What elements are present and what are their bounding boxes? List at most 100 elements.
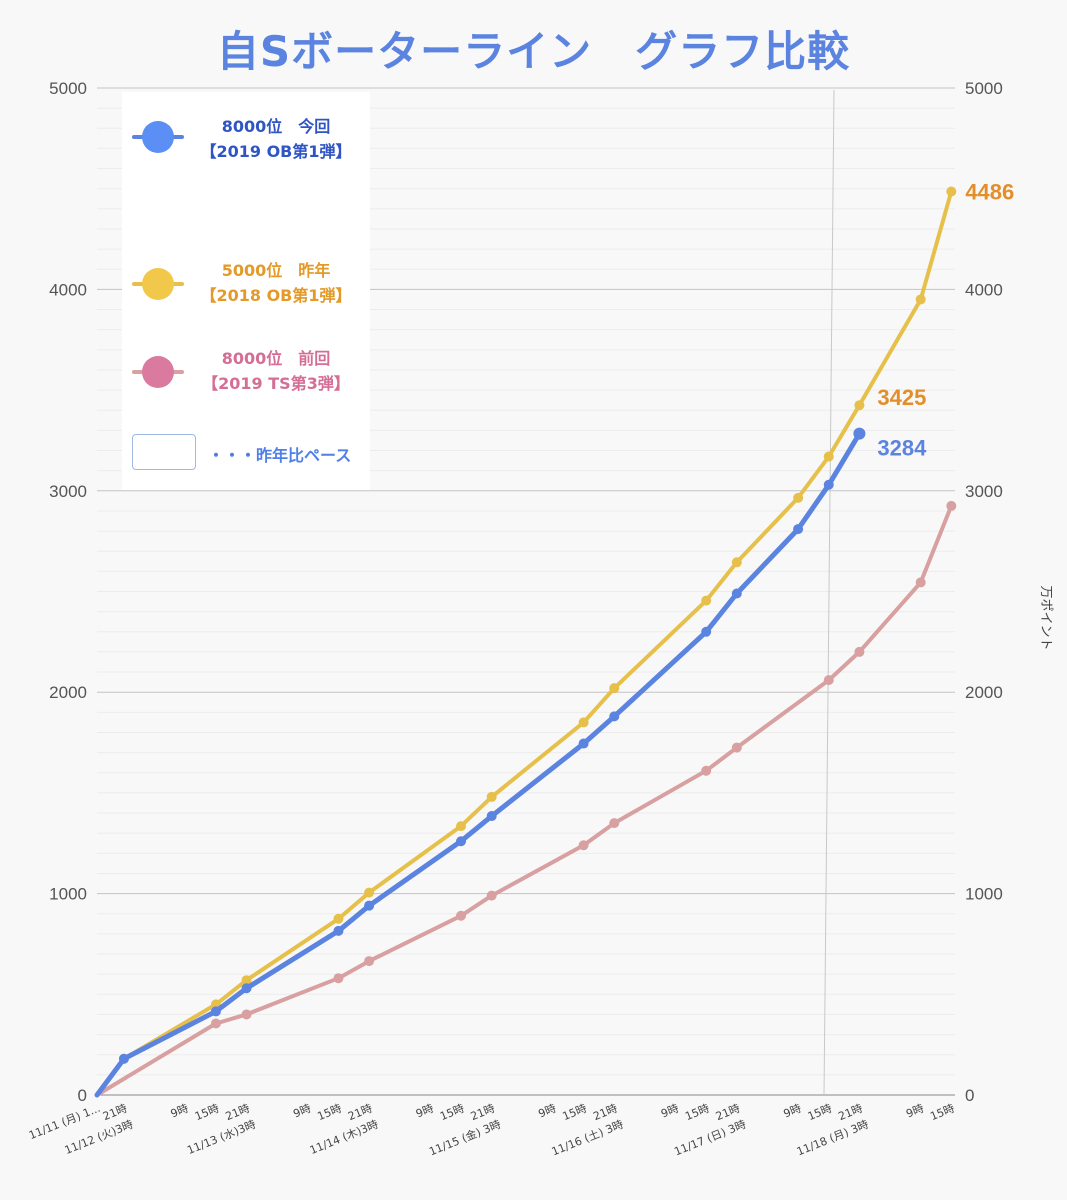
data-point-current — [609, 711, 620, 722]
legend-marker-lastyear — [132, 268, 184, 300]
legend-lastyear-line2: 【2018 OB第1弾】 — [200, 286, 352, 305]
data-point-current — [731, 588, 742, 599]
end-label-lastyear: 4486 — [965, 180, 1014, 205]
legend-marker-previous — [132, 356, 184, 388]
chart-title: 自Sボーターライン グラフ比較 — [216, 27, 851, 76]
data-point-current — [578, 738, 589, 749]
data-point-lastyear — [701, 595, 712, 606]
data-point-previous — [210, 1018, 221, 1029]
x-tick-label: 15時 — [928, 1102, 956, 1123]
data-point-previous — [823, 675, 834, 686]
x-tick-label: 15時 — [561, 1102, 589, 1123]
data-point-current — [210, 1006, 221, 1017]
current-time-marker — [823, 89, 835, 1096]
y-tick-label-left: 5000 — [49, 79, 87, 98]
data-point-current — [853, 427, 866, 440]
x-tick-label: 9時 — [169, 1102, 191, 1121]
data-point-current — [486, 811, 497, 822]
legend-lastyear-line1: 5000位 昨年 — [221, 261, 331, 280]
x-tick-label-date: 11/16 (土) 3時 — [550, 1118, 626, 1159]
data-point-current — [823, 479, 834, 490]
data-point-previous — [364, 956, 375, 967]
series-line-current — [94, 431, 862, 1098]
x-tick-label: 15時 — [438, 1102, 466, 1123]
y-tick-label-right: 4000 — [965, 280, 1003, 299]
data-point-current — [118, 1053, 129, 1064]
y-tick-label-left: 3000 — [49, 482, 87, 501]
data-point-previous — [701, 765, 712, 776]
data-point-previous — [241, 1009, 252, 1020]
x-tick-label-date: 11/18 (月) 3時 — [795, 1118, 871, 1159]
data-point-current — [701, 626, 712, 637]
legend-dot-previous-icon — [142, 356, 174, 388]
x-tick-label: 15時 — [806, 1102, 834, 1123]
data-point-lastyear — [364, 887, 375, 898]
x-tick-label: 9時 — [414, 1102, 436, 1121]
legend-marker-current — [132, 121, 184, 153]
legend: 8000位 今回 【2019 OB第1弾】 5000位 昨年 【2018 OB第… — [122, 92, 370, 490]
data-point-lastyear — [731, 557, 742, 568]
data-point-previous — [854, 646, 865, 657]
data-point-lastyear — [486, 791, 497, 802]
legend-dot-current-icon — [142, 121, 174, 153]
series-layer — [94, 186, 957, 1098]
y-tick-label-left: 2000 — [49, 683, 87, 702]
x-tick-label: 9時 — [659, 1102, 681, 1121]
data-point-lastyear — [456, 821, 467, 832]
legend-item-previous[interactable]: 8000位 前回 【2019 TS第3弾】 — [122, 346, 370, 406]
x-tick-label: 15時 — [193, 1102, 221, 1123]
y-tick-label-right: 0 — [965, 1086, 974, 1105]
legend-pace-box — [132, 434, 196, 470]
x-tick-label: 9時 — [537, 1102, 559, 1121]
y-tick-label-right: 5000 — [965, 79, 1003, 98]
x-tick-label: 15時 — [316, 1102, 344, 1123]
legend-item-pace[interactable]: ・・・昨年比ペース — [122, 432, 370, 472]
x-tick-label-date: 11/17 (日) 3時 — [672, 1118, 748, 1159]
y-tick-label-right: 3000 — [965, 482, 1003, 501]
data-point-lastyear — [946, 186, 957, 197]
data-point-current — [793, 524, 804, 535]
end-label-lastyear-current-time: 3425 — [877, 385, 926, 410]
x-tick-label: 15時 — [683, 1102, 711, 1123]
data-point-lastyear — [609, 683, 620, 694]
x-tick-label: 9時 — [904, 1102, 926, 1121]
legend-item-lastyear[interactable]: 5000位 昨年 【2018 OB第1弾】 — [122, 258, 370, 318]
y-tick-label-right: 2000 — [965, 683, 1003, 702]
data-point-lastyear — [823, 451, 834, 462]
data-point-lastyear — [578, 717, 589, 728]
x-tick-label-date: 11/15 (金) 3時 — [427, 1117, 503, 1159]
x-tick-label: 9時 — [291, 1102, 313, 1121]
grid-layer — [97, 87, 955, 1096]
legend-dot-lastyear-icon — [142, 268, 174, 300]
y-tick-label-left: 0 — [78, 1086, 87, 1105]
legend-current-line2: 【2019 OB第1弾】 — [200, 142, 352, 161]
legend-text-lastyear: 5000位 昨年 【2018 OB第1弾】 — [186, 258, 366, 308]
data-point-lastyear — [333, 913, 344, 924]
data-point-lastyear — [793, 492, 804, 503]
data-point-lastyear — [241, 975, 252, 986]
legend-text-previous: 8000位 前回 【2019 TS第3弾】 — [186, 346, 366, 396]
x-tick-label-date: 11/14 (木)3時 — [308, 1118, 380, 1157]
end-label-current: 3284 — [877, 436, 927, 461]
legend-previous-line2: 【2019 TS第3弾】 — [202, 374, 350, 393]
data-point-previous — [578, 840, 589, 851]
data-point-previous — [333, 973, 344, 984]
x-tick-label-date: 11/13 (水)3時 — [185, 1118, 257, 1157]
data-point-current — [333, 925, 344, 936]
label-layer: 4486 3425 3284 — [877, 180, 1014, 461]
data-point-lastyear — [915, 294, 926, 305]
data-point-current — [456, 836, 467, 847]
legend-item-current[interactable]: 8000位 今回 【2019 OB第1弾】 — [122, 114, 370, 174]
x-tick-label: 9時 — [782, 1102, 804, 1121]
y-tick-label-left: 4000 — [49, 280, 87, 299]
data-point-previous — [915, 577, 926, 588]
legend-pace-label: ・・・昨年比ペース — [208, 446, 352, 465]
data-point-previous — [731, 742, 742, 753]
data-point-previous — [946, 500, 957, 511]
y-tick-label-left: 1000 — [49, 885, 87, 904]
data-point-current — [241, 983, 252, 994]
legend-text-current: 8000位 今回 【2019 OB第1弾】 — [186, 114, 366, 164]
y-tick-label-right: 1000 — [965, 885, 1003, 904]
y-axis-title-right: 万ポイント — [1038, 585, 1053, 650]
